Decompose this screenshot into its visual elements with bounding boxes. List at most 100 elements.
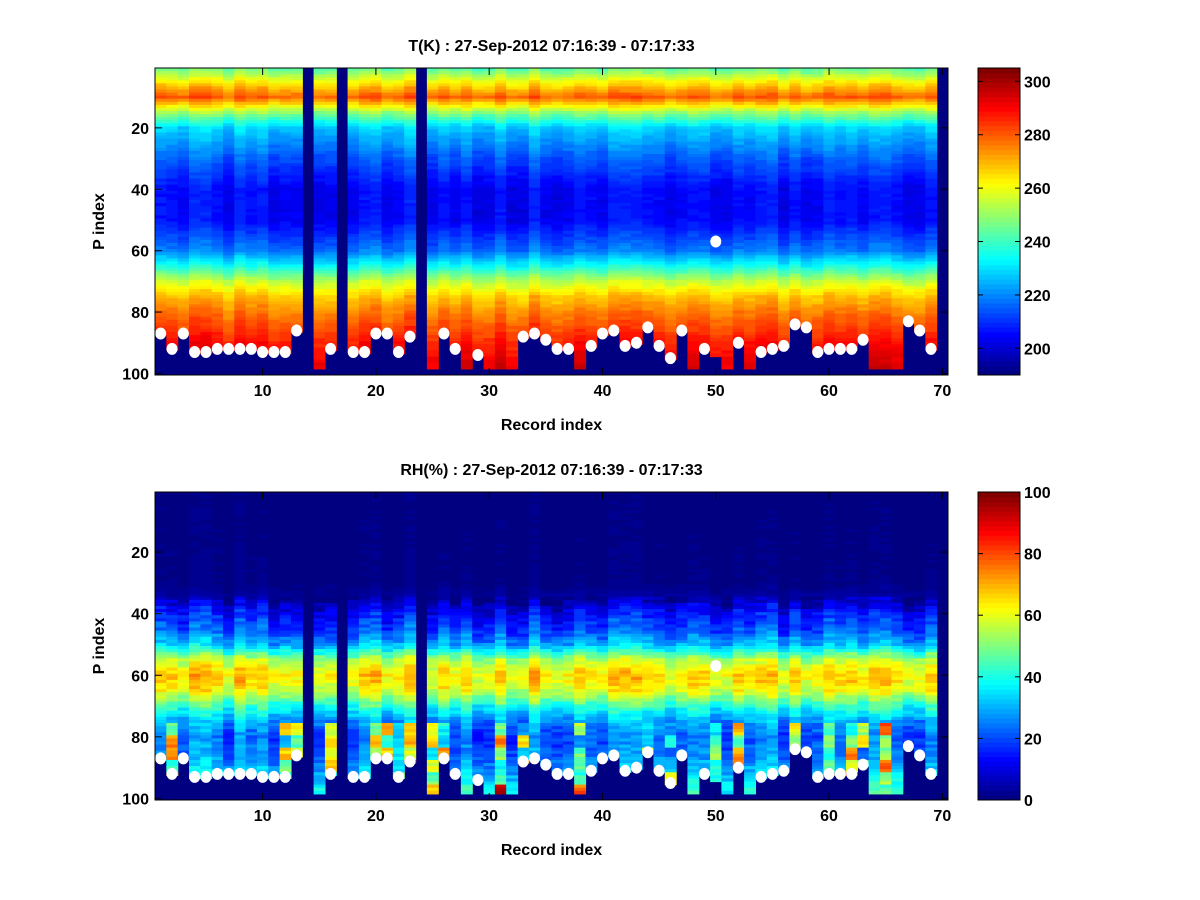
heatmap-cell [177,190,190,195]
heatmap-cell [268,316,281,321]
heatmap-cell [392,209,405,213]
heatmap-cell [256,74,269,78]
heatmap-cell [279,313,292,318]
heatmap-cell [460,267,473,272]
heatmap-cell [268,264,281,269]
heatmap-cell [313,147,326,152]
heatmap-cell [256,117,269,121]
heatmap-cell [234,120,247,124]
heatmap-cell [245,282,258,287]
heatmap-cell [483,126,496,130]
heatmap-cell [155,190,167,195]
heatmap-cell [392,252,405,256]
heatmap-cell [245,307,258,312]
heatmap-cell [426,147,439,152]
heatmap-cell [222,181,235,186]
heatmap-cell [256,239,269,244]
heatmap-cell [392,178,405,183]
heatmap-cell [155,120,167,124]
heatmap-cell [392,338,405,342]
heatmap-cell [245,129,258,134]
heatmap-cell [483,365,496,370]
heatmap-cell [200,135,213,140]
heatmap-cell [211,230,224,235]
heatmap-cell [506,141,519,146]
heatmap-cell [290,196,303,201]
heatmap-cell [290,193,303,198]
heatmap-cell [460,295,473,299]
heatmap-cell [200,200,213,204]
heatmap-cell [268,267,281,272]
heatmap-cell [211,157,224,161]
heatmap-cell [313,86,326,91]
heatmap-cell [166,270,179,275]
heatmap-cell [324,227,337,232]
heatmap-cell [438,206,451,210]
heatmap-cell [279,169,292,173]
heatmap-cell [494,239,507,244]
heatmap-cell [268,252,281,256]
heatmap-cell [358,319,371,324]
heatmap-cell [483,157,496,161]
heatmap-cell [222,135,235,140]
heatmap-cell [313,270,326,275]
heatmap-cell [211,252,224,256]
heatmap-cell [483,239,496,244]
heatmap-cell [324,325,337,330]
heatmap-cell [245,163,258,167]
heatmap-cell [268,101,281,106]
heatmap-cell [381,144,394,149]
heatmap-cell [506,184,519,189]
heatmap-cell [517,132,530,137]
heatmap-cell [211,117,224,121]
heatmap-cell [279,236,292,241]
heatmap-cell [449,80,462,84]
heatmap-cell [358,276,371,281]
heatmap-cell [472,292,485,296]
heatmap-cell [155,239,167,244]
heatmap-cell [155,322,167,327]
heatmap-cell [358,341,371,345]
heatmap-cell [392,71,405,75]
heatmap-cell [404,95,417,100]
heatmap-cell [211,221,224,226]
heatmap-cell [347,304,360,309]
heatmap-cell [483,328,496,333]
heatmap-cell [256,178,269,183]
heatmap-cell [426,301,439,305]
heatmap-cell [245,89,258,94]
heatmap-cell [404,252,417,256]
heatmap-cell [392,77,405,81]
heatmap-cell [426,175,439,180]
heatmap-cell [166,267,179,272]
heatmap-cell [404,295,417,299]
heatmap-cell [483,129,496,134]
heatmap-cell [370,184,383,189]
heatmap-cell [234,313,247,318]
heatmap-cell [392,184,405,189]
heatmap-cell [188,95,201,100]
heatmap-cell [370,221,383,226]
heatmap-cell [279,292,292,296]
heatmap-cell [188,135,201,140]
heatmap-cell [177,246,190,250]
heatmap-cell [324,153,337,158]
heatmap-cell [188,335,201,339]
heatmap-cell [268,258,281,263]
heatmap-cell [166,279,179,284]
heatmap-cell [234,200,247,204]
heatmap-cell [460,335,473,339]
heatmap-cell [290,117,303,121]
heatmap-cell [290,200,303,204]
heatmap-cell [438,110,451,115]
heatmap-cell [155,129,167,134]
heatmap-cell [494,249,507,253]
heatmap-cell [358,114,371,118]
heatmap-cell [721,365,734,370]
heatmap-cell [290,319,303,324]
heatmap-cell [472,187,485,192]
heatmap-cell [290,276,303,281]
heatmap-cell [324,138,337,143]
heatmap-cell [200,101,213,106]
heatmap-cell [200,150,213,155]
